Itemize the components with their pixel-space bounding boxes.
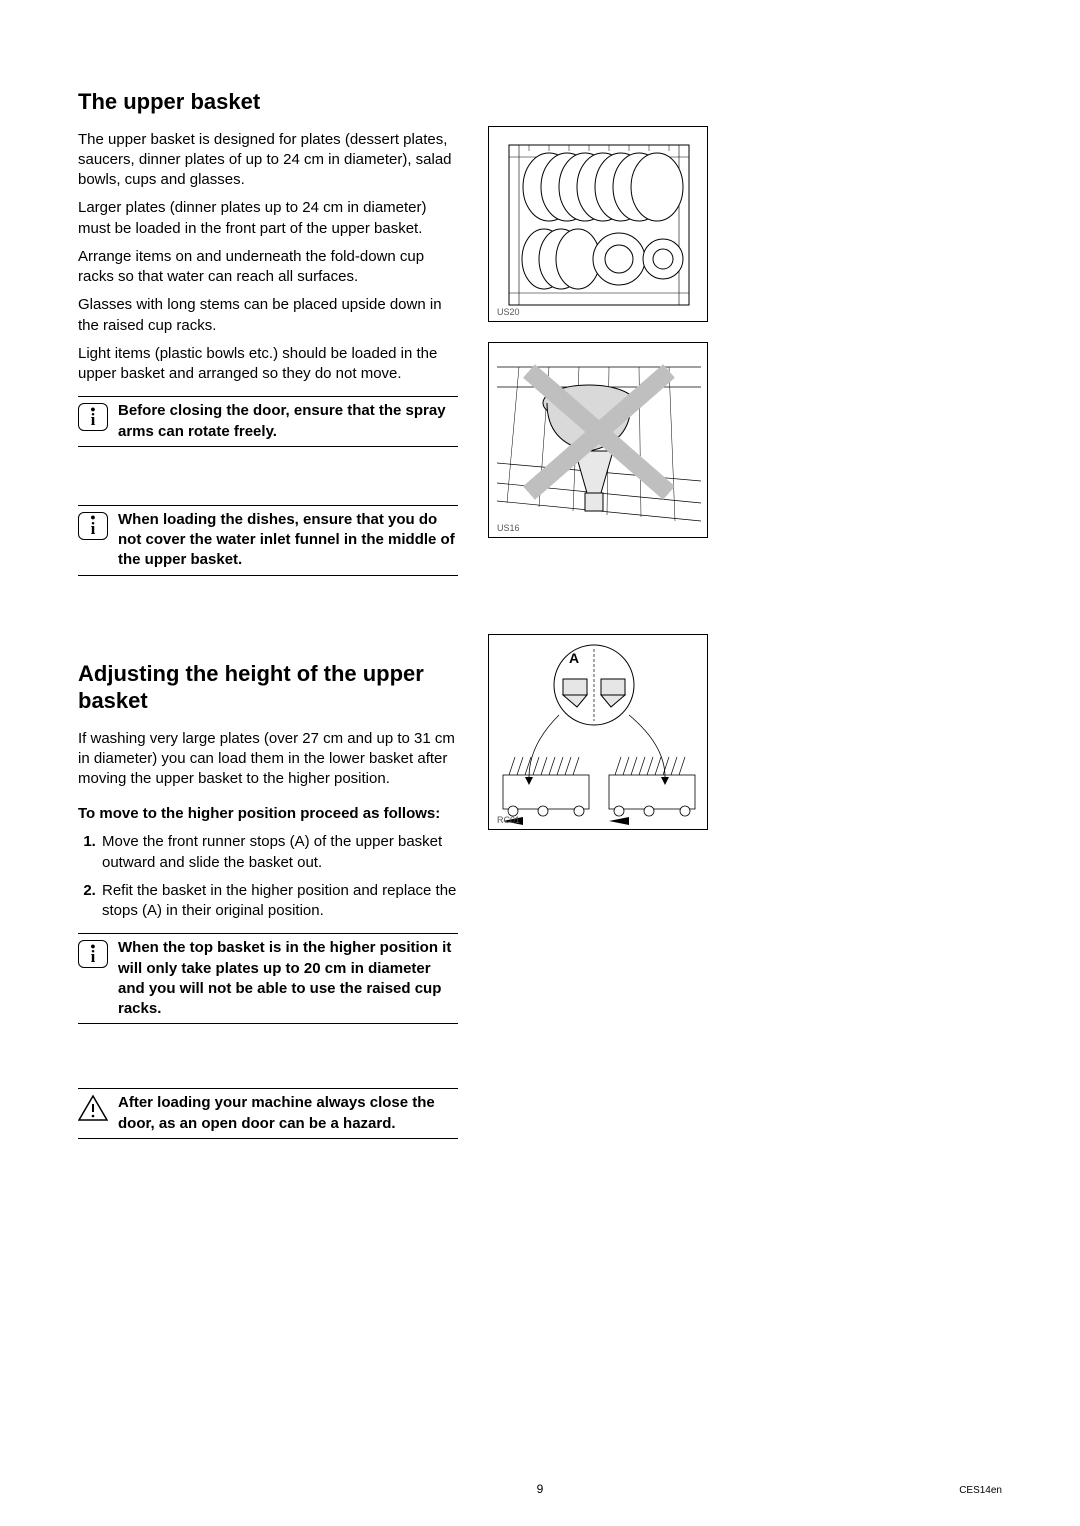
- figure-upper-basket: US20: [488, 126, 708, 322]
- warning-note: After loading your machine always close …: [78, 1088, 458, 1139]
- figure-3-marker: A: [569, 650, 579, 666]
- section1-heading: The upper basket: [78, 88, 458, 116]
- step-1: Move the front runner stops (A) of the u…: [100, 832, 458, 873]
- info-note-3-text: When the top basket is in the higher pos…: [118, 938, 458, 1019]
- section2-heading: Adjusting the height of the upper basket: [78, 660, 458, 715]
- document-id: CES14en: [959, 1485, 1002, 1496]
- step-2: Refit the basket in the higher position …: [100, 881, 458, 922]
- section1-p2: Larger plates (dinner plates up to 24 cm…: [78, 198, 458, 239]
- section1-p1: The upper basket is designed for plates …: [78, 130, 458, 191]
- content-columns: The upper basket The upper basket is des…: [78, 88, 1008, 1165]
- manual-page: The upper basket The upper basket is des…: [0, 0, 1080, 1526]
- section1-p3: Arrange items on and underneath the fold…: [78, 247, 458, 288]
- info-icon: ●i: [78, 512, 108, 540]
- figure-height-adjust: A: [488, 634, 708, 830]
- warning-note-text: After loading your machine always close …: [118, 1093, 458, 1134]
- page-footer: 9 CES14en: [0, 1482, 1080, 1496]
- figure-1-label: US20: [497, 307, 520, 317]
- warning-icon: [78, 1095, 108, 1121]
- page-number: 9: [0, 1482, 1080, 1496]
- info-note-1-text: Before closing the door, ensure that the…: [118, 401, 458, 442]
- info-note-1: ●i Before closing the door, ensure that …: [78, 396, 458, 447]
- info-icon: ●i: [78, 403, 108, 431]
- section1-p5: Light items (plastic bowls etc.) should …: [78, 344, 458, 385]
- info-note-2: ●i When loading the dishes, ensure that …: [78, 505, 458, 576]
- right-column: US20: [488, 88, 708, 1165]
- left-column: The upper basket The upper basket is des…: [78, 88, 458, 1165]
- section2-intro: If washing very large plates (over 27 cm…: [78, 729, 458, 790]
- info-note-3: ●i When the top basket is in the higher …: [78, 933, 458, 1024]
- figure-2-label: US16: [497, 523, 520, 533]
- section1-p4: Glasses with long stems can be placed up…: [78, 295, 458, 336]
- info-icon: ●i: [78, 940, 108, 968]
- procedure-steps: Move the front runner stops (A) of the u…: [78, 832, 458, 921]
- figure-water-inlet-funnel: US16: [488, 342, 708, 538]
- info-note-2-text: When loading the dishes, ensure that you…: [118, 510, 458, 571]
- procedure-heading: To move to the higher position proceed a…: [78, 805, 458, 822]
- figure-3-label: RC01: [497, 815, 520, 825]
